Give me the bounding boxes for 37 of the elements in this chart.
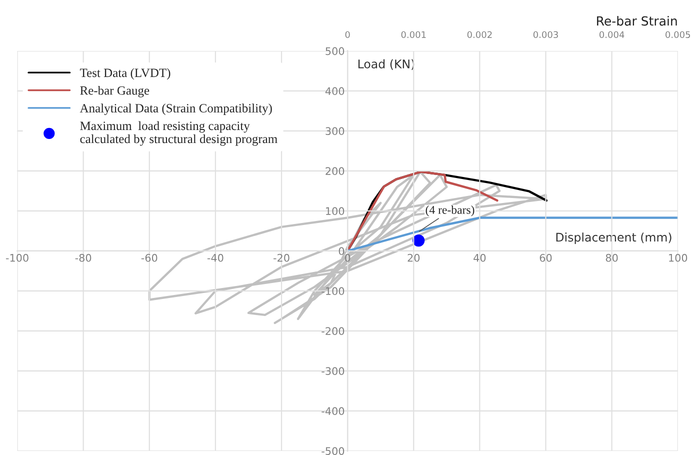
x-tick-label: 100 [669, 254, 688, 262]
x-tick-label: 60 [540, 254, 552, 262]
x-axis-title: Displacement (mm) [556, 232, 672, 244]
y-tick-label: 400 [325, 87, 344, 96]
legend-label: Test Data (LVDT) [80, 68, 170, 80]
x-tick-label: 80 [606, 254, 618, 262]
x-tick-label: -80 [75, 254, 92, 262]
y-axis-title: Load (KN) [358, 59, 414, 70]
x-tick-label: -100 [6, 254, 28, 262]
y-tick-label: -200 [322, 327, 344, 336]
x-tick-label: -40 [207, 254, 224, 262]
y-tick-label: -500 [322, 447, 344, 455]
x2-tick-label: 0 [345, 31, 350, 38]
x-tick-label: 40 [474, 254, 486, 262]
x-tick-label: -60 [141, 254, 158, 262]
y-tick-label: 0 [338, 247, 344, 256]
x2-tick-label: 0.002 [467, 31, 492, 38]
y-tick-label: 300 [326, 127, 344, 136]
legend-label: Analytical Data (Strain Compatibility) [80, 104, 272, 116]
line-series [346, 170, 498, 252]
x-tick-label: 20 [408, 254, 420, 262]
y-tick-label: 500 [326, 47, 344, 56]
y-tick-label: -300 [322, 367, 344, 376]
legend-label: Maximum load resisting capacity calculated by structural design program [80, 121, 278, 146]
x2-tick-label: 0.001 [401, 31, 426, 38]
y-tick-label: 200 [326, 167, 344, 176]
x-tick-label: -20 [274, 254, 290, 262]
x2-axis-title: Re-bar Strain [597, 16, 677, 26]
x2-tick-label: 0.003 [533, 31, 558, 38]
x-tick-label: 0 [344, 254, 350, 262]
y-tick-label: 100 [326, 207, 344, 216]
annotation: (4 re-bars) [426, 206, 474, 216]
x2-tick-label: 0.004 [599, 31, 624, 38]
y-tick-label: -100 [322, 287, 344, 296]
legend-label: Re-bar Gauge [80, 86, 150, 98]
y-tick-label: -400 [322, 407, 344, 416]
x2-tick-label: 0.005 [666, 31, 690, 38]
